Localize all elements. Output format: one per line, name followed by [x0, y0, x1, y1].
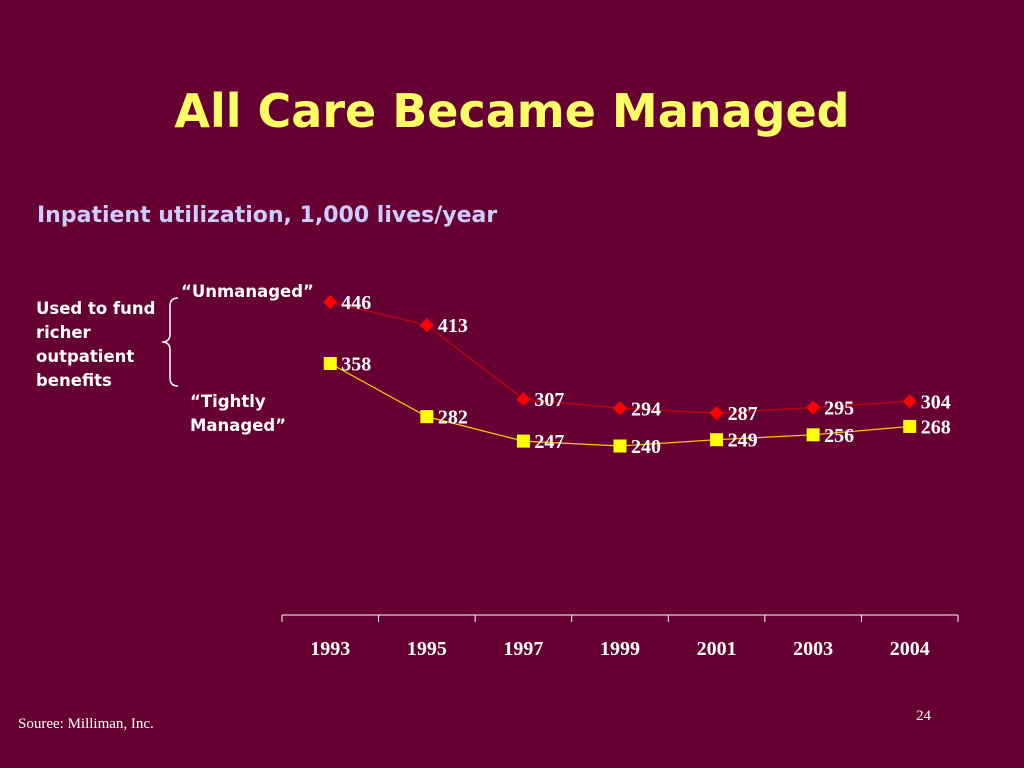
data-label-tightly-managed: 247 — [534, 431, 564, 453]
x-tick-label: 2003 — [793, 638, 833, 660]
series-line-unmanaged — [330, 301, 910, 414]
data-point-tightly-managed — [323, 357, 337, 371]
data-label-tightly-managed: 240 — [631, 436, 661, 458]
series-label-tightly-managed: “Tightly Managed” — [190, 392, 287, 435]
data-point-unmanaged — [902, 394, 917, 409]
data-point-unmanaged — [613, 401, 627, 416]
x-tick-label: 1999 — [600, 638, 640, 660]
data-label-tightly-managed: 249 — [728, 430, 758, 452]
data-point-unmanaged — [419, 318, 434, 333]
data-label-unmanaged: 294 — [631, 398, 661, 420]
x-tick-label: 1993 — [310, 638, 350, 660]
x-tick-label: 1995 — [407, 638, 447, 660]
data-label-unmanaged: 295 — [824, 398, 854, 420]
data-label-tightly-managed: 358 — [341, 354, 371, 376]
data-point-unmanaged — [709, 406, 724, 421]
x-tick-label: 2004 — [890, 638, 930, 660]
side-note: Used to fund richer outpatient benefits — [36, 299, 156, 390]
chart-subtitle: Inpatient utilization, 1,000 lives/year — [37, 203, 498, 228]
curly-brace-icon — [161, 297, 179, 387]
x-tick-label: 1997 — [503, 638, 543, 660]
data-point-tightly-managed — [420, 410, 434, 424]
source-note: Souree: Milliman, Inc. — [18, 716, 154, 732]
data-label-unmanaged: 304 — [921, 391, 951, 413]
page-number: 24 — [916, 708, 931, 724]
data-point-tightly-managed — [710, 433, 724, 447]
data-label-tightly-managed: 282 — [438, 407, 468, 429]
data-point-tightly-managed — [613, 439, 627, 453]
data-point-tightly-managed — [516, 434, 530, 448]
x-tick-label: 2001 — [697, 638, 737, 660]
data-point-unmanaged — [806, 400, 821, 415]
data-point-tightly-managed — [806, 428, 820, 442]
data-label-unmanaged: 446 — [341, 292, 371, 314]
series-label-unmanaged: “Unmanaged” — [181, 282, 314, 301]
data-label-unmanaged: 413 — [438, 315, 468, 337]
data-label-tightly-managed: 256 — [824, 425, 854, 447]
data-label-tightly-managed: 268 — [921, 416, 951, 438]
data-point-unmanaged — [516, 392, 531, 407]
data-label-unmanaged: 287 — [728, 403, 758, 425]
slide-title: All Care Became Managed — [174, 84, 850, 138]
data-point-unmanaged — [323, 295, 338, 309]
data-point-tightly-managed — [903, 419, 917, 433]
data-label-unmanaged: 307 — [534, 389, 564, 411]
